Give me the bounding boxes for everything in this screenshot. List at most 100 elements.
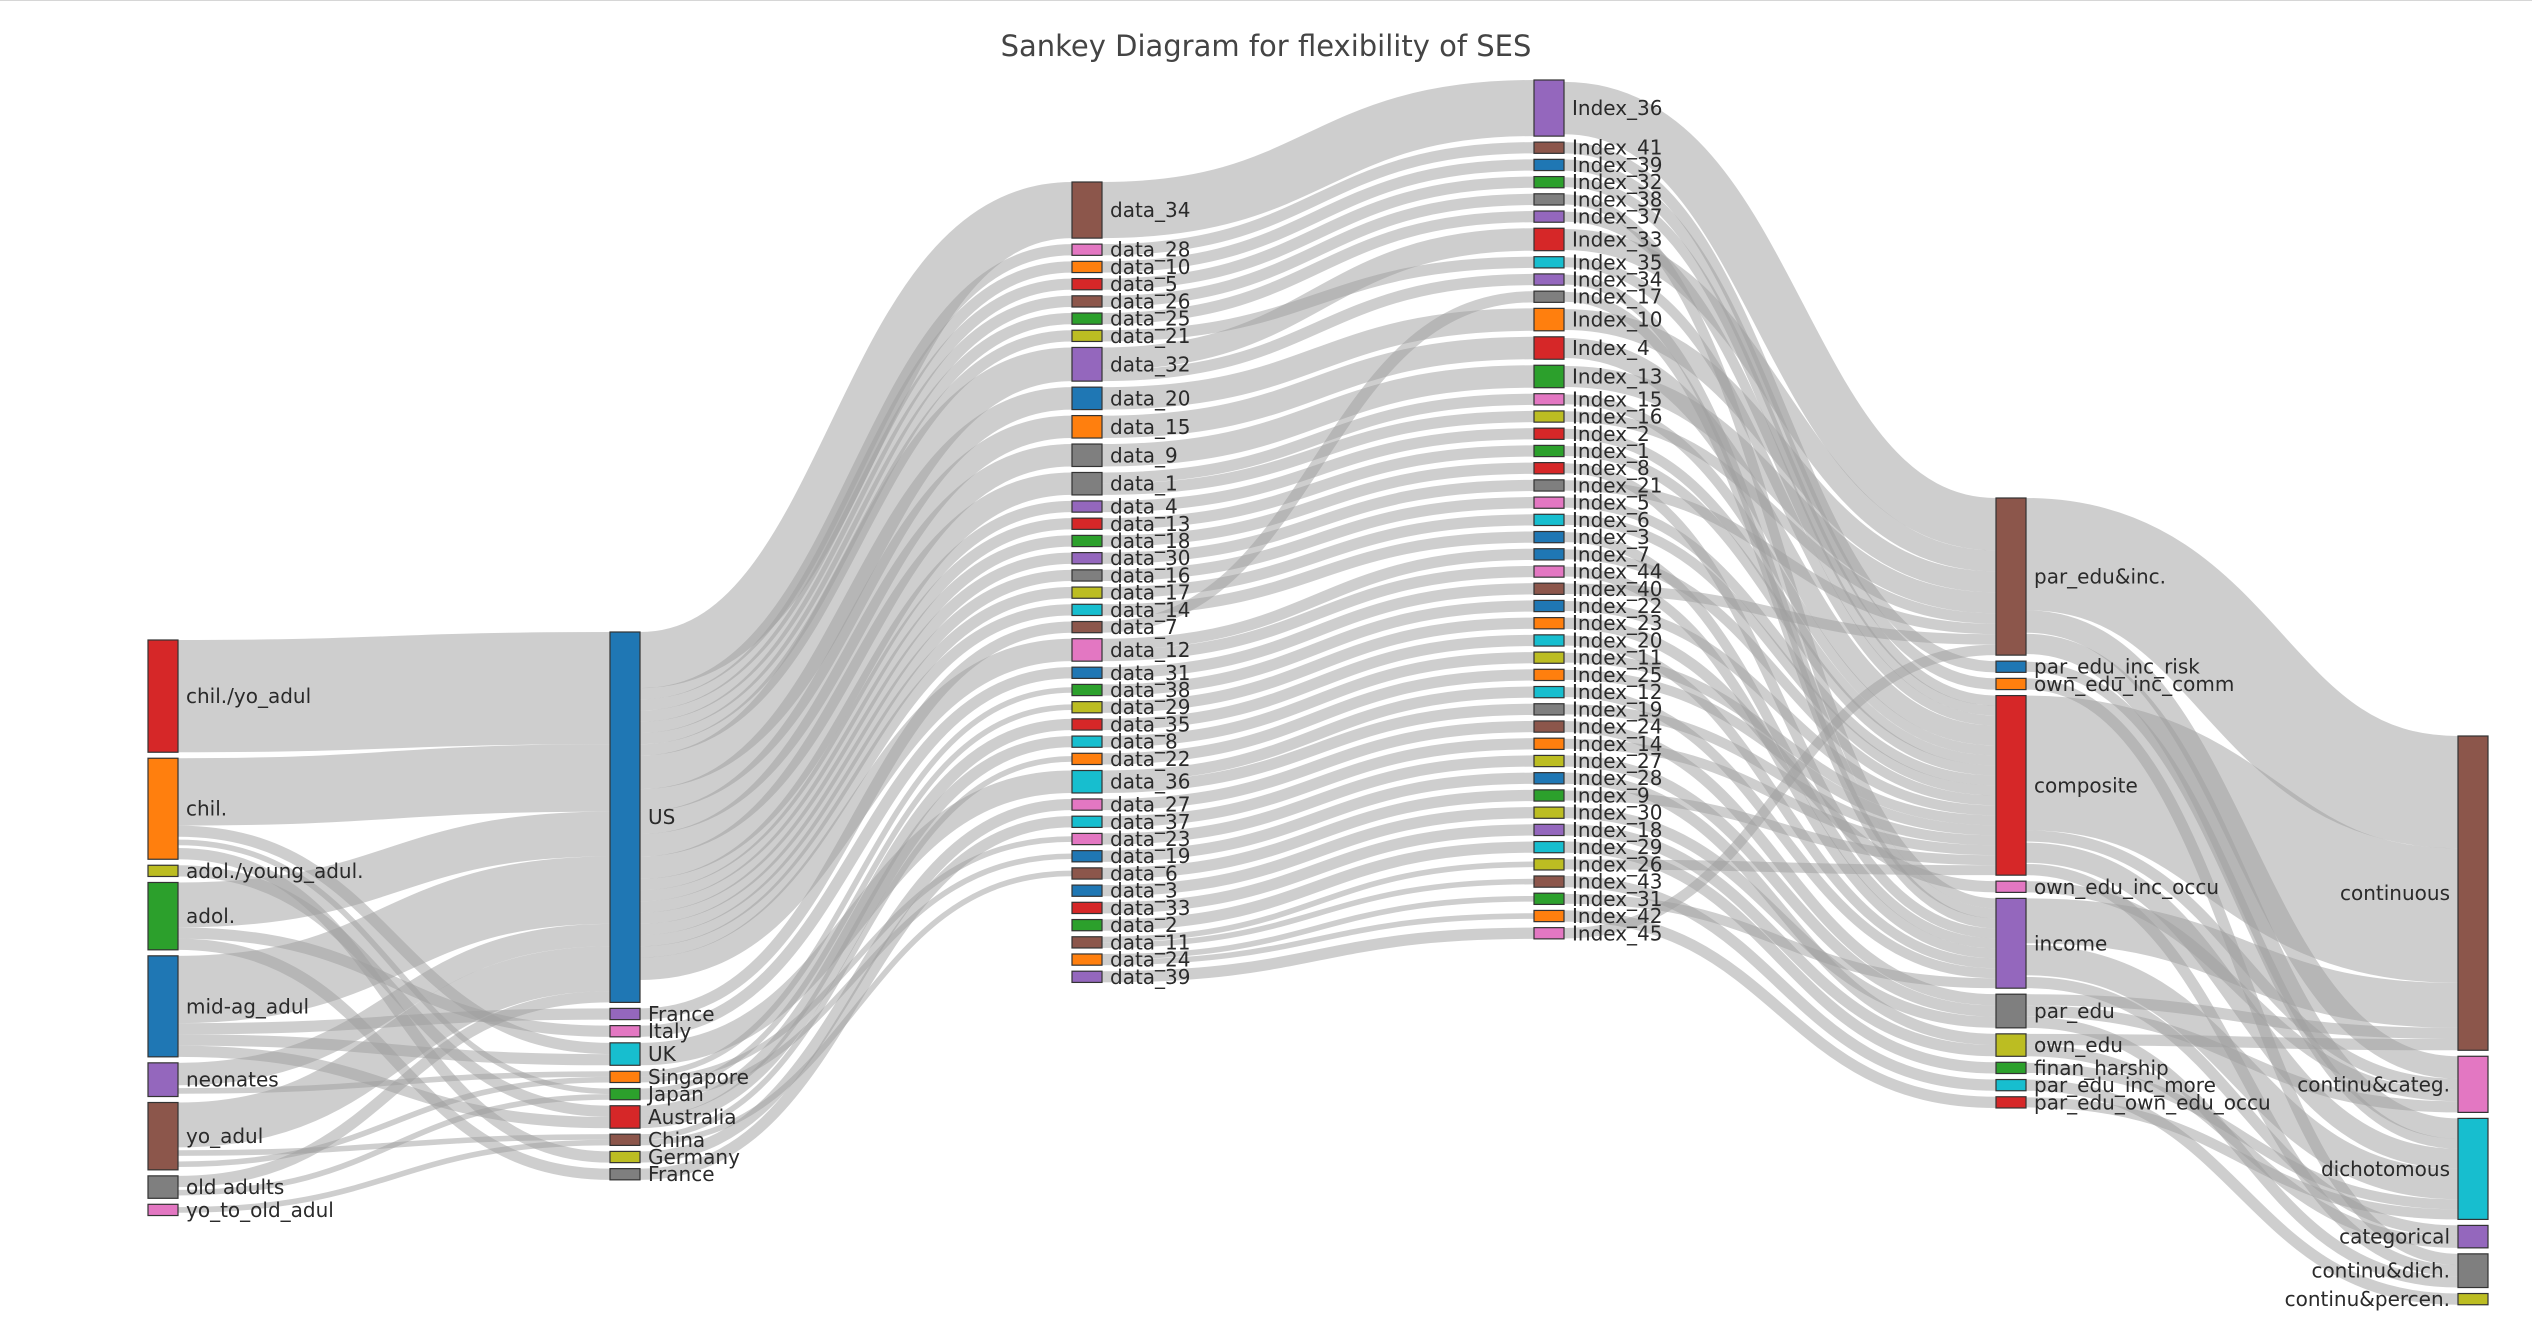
node-bar-data_38[interactable] [1071,683,1103,697]
node-bar-continuous[interactable] [2457,735,2489,1051]
node-bar-Index_42[interactable] [1533,909,1565,923]
node-bar-Index_27[interactable] [1533,754,1565,768]
node-bar-mid-ag_adul[interactable] [147,955,179,1058]
node-bar-Index_19[interactable] [1533,703,1565,716]
node-bar-Index_10[interactable] [1533,307,1565,332]
node-bar-continu&dich.[interactable] [2457,1253,2489,1289]
node-bar-Index_33[interactable] [1533,227,1565,252]
node-Germany[interactable]: Germany [609,1145,740,1169]
node-bar-Germany[interactable] [609,1150,641,1164]
node-bar-data_18[interactable] [1071,534,1103,548]
node-bar-Index_36[interactable] [1533,79,1565,137]
node-bar-Japan[interactable] [609,1087,641,1101]
node-bar-Index_2[interactable] [1533,427,1565,440]
node-bar-data_4[interactable] [1071,500,1103,513]
node-bar-Index_9[interactable] [1533,789,1565,802]
node-dichotomous[interactable]: dichotomous [2321,1117,2489,1221]
node-bar-data_1[interactable] [1071,471,1103,496]
node-Index_28[interactable]: Index_28 [1533,766,1663,790]
node-UK[interactable]: UK [609,1042,677,1066]
node-bar-Index_41[interactable] [1533,141,1565,154]
node-Index_1[interactable]: Index_1 [1533,439,1650,463]
node-bar-Index_4[interactable] [1533,336,1565,360]
node-bar-data_9[interactable] [1071,443,1103,468]
node-data_37[interactable]: data_37 [1071,810,1191,834]
node-Index_37[interactable]: Index_37 [1533,205,1663,229]
node-bar-Index_35[interactable] [1533,256,1565,269]
node-bar-data_8[interactable] [1071,735,1103,748]
node-data_28[interactable]: data_28 [1071,238,1191,262]
node-Index_40[interactable]: Index_40 [1533,577,1663,601]
node-data_3[interactable]: data_3 [1071,879,1178,903]
node-bar-data_39[interactable] [1071,970,1103,984]
node-bar-Index_23[interactable] [1533,617,1565,630]
node-bar-Index_1[interactable] [1533,444,1565,458]
node-bar-par_edu_own_edu_occu[interactable] [1995,1096,2027,1109]
node-data_22[interactable]: data_22 [1071,747,1191,771]
node-Japan[interactable]: Japan [609,1082,704,1106]
node-bar-adol./young_adul.[interactable] [147,864,179,878]
node-bar-old adults[interactable] [147,1175,179,1199]
node-Index_32[interactable]: Index_32 [1533,170,1663,194]
node-bar-Index_18[interactable] [1533,823,1565,837]
node-bar-data_5[interactable] [1071,277,1103,291]
node-bar-Index_20[interactable] [1533,634,1565,647]
node-bar-data_17[interactable] [1071,586,1103,599]
node-Index_22[interactable]: Index_22 [1533,594,1663,618]
node-data_25[interactable]: data_25 [1071,307,1191,331]
node-own_edu_inc_comm[interactable]: own_edu_inc_comm [1995,672,2234,696]
node-bar-US[interactable] [609,631,641,1003]
node-continu&categ.[interactable]: continu&categ. [2297,1055,2489,1113]
node-par_edu_inc_more[interactable]: par_edu_inc_more [1995,1073,2216,1097]
node-bar-Index_16[interactable] [1533,410,1565,423]
node-Index_31[interactable]: Index_31 [1533,887,1663,911]
node-Index_19[interactable]: Index_19 [1533,697,1663,721]
node-Index_6[interactable]: Index_6 [1533,508,1650,532]
node-bar-data_12[interactable] [1071,638,1103,662]
node-bar-Index_32[interactable] [1533,175,1565,189]
node-Index_8[interactable]: Index_8 [1533,456,1650,480]
node-Index_20[interactable]: Index_20 [1533,628,1663,652]
node-bar-China[interactable] [609,1133,641,1147]
node-Index_30[interactable]: Index_30 [1533,801,1663,825]
node-data_32[interactable]: data_32 [1071,346,1191,382]
node-continu&dich.[interactable]: continu&dich. [2311,1253,2489,1289]
node-data_34[interactable]: data_34 [1071,181,1191,239]
node-bar-data_32[interactable] [1071,346,1103,382]
node-data_7[interactable]: data_7 [1071,615,1178,639]
node-par_edu_own_edu_occu[interactable]: par_edu_own_edu_occu [1995,1090,2271,1114]
node-bar-data_3[interactable] [1071,884,1103,897]
node-data_6[interactable]: data_6 [1071,861,1178,885]
node-par_edu&inc.[interactable]: par_edu&inc. [1995,497,2166,656]
node-bar-chil.[interactable] [147,757,179,860]
node-bar-chil./yo_adul[interactable] [147,639,179,753]
node-bar-data_26[interactable] [1071,295,1103,308]
node-bar-data_15[interactable] [1071,414,1103,439]
node-bar-data_36[interactable] [1071,769,1103,794]
node-categorical[interactable]: categorical [2339,1225,2489,1249]
node-data_15[interactable]: data_15 [1071,414,1191,439]
node-bar-yo_adul[interactable] [147,1101,179,1171]
node-Index_4[interactable]: Index_4 [1533,336,1650,360]
node-bar-data_22[interactable] [1071,752,1103,766]
node-Index_39[interactable]: Index_39 [1533,153,1663,177]
node-Index_26[interactable]: Index_26 [1533,852,1663,876]
node-income[interactable]: income [1995,897,2107,989]
node-data_27[interactable]: data_27 [1071,793,1191,817]
node-bar-data_14[interactable] [1071,603,1103,617]
node-bar-Index_40[interactable] [1533,582,1565,595]
node-bar-data_20[interactable] [1071,386,1103,411]
node-bar-Index_44[interactable] [1533,565,1565,578]
node-Index_11[interactable]: Index_11 [1533,646,1663,670]
node-bar-data_25[interactable] [1071,312,1103,325]
node-bar-Index_15[interactable] [1533,393,1565,406]
node-own_edu[interactable]: own_edu [1995,1033,2123,1057]
node-bar-data_23[interactable] [1071,832,1103,846]
node-bar-Index_14[interactable] [1533,737,1565,751]
node-bar-Index_29[interactable] [1533,840,1565,854]
node-bar-data_13[interactable] [1071,517,1103,530]
node-bar-Italy[interactable] [609,1025,641,1038]
node-bar-par_edu&inc.[interactable] [1995,497,2027,656]
node-mid-ag_adul[interactable]: mid-ag_adul [147,955,309,1058]
node-own_edu_inc_occu[interactable]: own_edu_inc_occu [1995,875,2219,899]
